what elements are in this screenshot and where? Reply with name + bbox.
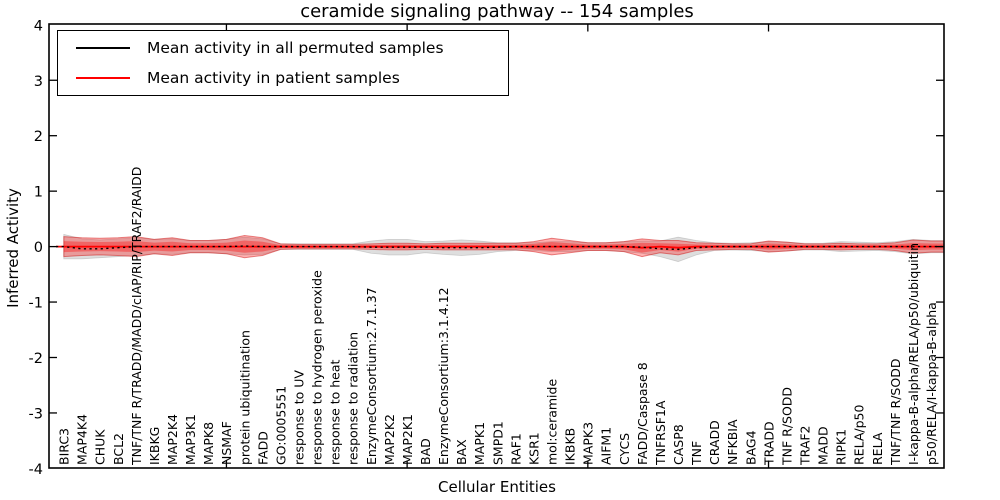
x-tick-label: BIRC3 (57, 428, 72, 465)
y-tick-label: 4 (34, 18, 43, 34)
x-tick-label: NFKBIA (725, 419, 740, 465)
x-tick-label: CHUK (93, 429, 108, 465)
x-tick-label: p50/RELA/I-kappa-B-alpha (924, 302, 939, 465)
y-tick-label: -4 (29, 462, 43, 478)
x-tick-label: CRADD (707, 420, 722, 465)
x-tick-label: BAG4 (743, 430, 758, 465)
x-tick-label: CYCS (617, 433, 632, 465)
y-tick-label: -2 (29, 351, 43, 367)
x-tick-label: TRADD (761, 421, 776, 466)
y-tick-label: -3 (29, 406, 43, 422)
x-tick-label: MAP3K1 (183, 414, 198, 465)
x-tick-label: GO:0005551 (273, 386, 288, 465)
x-tick-label: CASP8 (671, 424, 686, 465)
x-tick-label: EnzymeConsortium:3.1.4.12 (436, 287, 451, 465)
x-tick-label: BAD (418, 438, 433, 465)
legend-item-patient: Mean activity in patient samples (58, 64, 508, 92)
x-tick-label: TRAF2 (797, 425, 812, 466)
x-tick-label: MAP2K4 (165, 414, 180, 465)
y-tick-label: 1 (34, 185, 43, 201)
x-tick-label: response to heat (328, 359, 343, 465)
y-tick-label: 2 (34, 129, 43, 145)
x-tick-label: SMPD1 (490, 421, 505, 465)
legend: Mean activity in all permuted samples Me… (57, 30, 509, 96)
x-tick-label: IKBKB (563, 428, 578, 465)
x-tick-label: NSMAF (219, 421, 234, 465)
x-tick-label: TNF/TNF R/SODD (888, 359, 903, 466)
y-tick-label: 0 (34, 240, 43, 256)
x-tick-label: KSR1 (526, 432, 541, 465)
x-tick-label: RELA (870, 432, 885, 465)
permuted-line-swatch-icon (76, 46, 130, 49)
x-tick-label: MAPK8 (201, 422, 216, 465)
x-axis-label: Cellular Entities (438, 478, 556, 496)
x-tick-label: MAP2K2 (382, 414, 397, 465)
legend-label: Mean activity in patient samples (147, 69, 400, 88)
permuted-mean-line (56, 245, 944, 251)
x-tick-label: response to UV (292, 370, 307, 465)
x-tick-label: MAP4K4 (75, 414, 90, 465)
x-tick-label: AIFM1 (599, 427, 614, 465)
x-tick-label: RAF1 (508, 433, 523, 465)
x-tick-label: MAPK3 (581, 422, 596, 465)
x-tick-label: FADD (255, 431, 270, 465)
legend-item-permuted: Mean activity in all permuted samples (58, 34, 508, 62)
x-tick-label: MAP2K1 (400, 414, 415, 465)
y-axis-label: Inferred Activity (4, 188, 22, 308)
chart-title: ceramide signaling pathway -- 154 sample… (300, 1, 694, 22)
x-tick-label: BCL2 (111, 433, 126, 465)
x-tick-label: response to radiation (346, 332, 361, 465)
y-tick-label: 3 (34, 74, 43, 90)
x-tick-label: I-kappa-B-alpha/RELA/p50/ubiquitin (906, 243, 921, 465)
x-tick-label: FADD/Caspase 8 (635, 362, 650, 465)
x-tick-label: TNFRSF1A (653, 400, 668, 466)
y-tick-label: -1 (29, 296, 43, 312)
x-tick-label: RIPK1 (834, 429, 849, 465)
patient-line-swatch-icon (76, 77, 130, 80)
x-tick-label: mol:ceramide (544, 379, 559, 465)
x-tick-label: MADD (816, 426, 831, 465)
x-tick-label: TNF/TNF R/TRADD/MADD/cIAP/RIP/TRAF2/RAID… (129, 167, 144, 466)
x-tick-label: TNF (689, 441, 704, 466)
x-tick-label: MAPK1 (472, 422, 487, 465)
x-tick-label: RELA/p50 (852, 405, 867, 465)
x-tick-label: EnzymeConsortium:2.7.1.37 (364, 287, 379, 465)
x-tick-label: protein ubiquitination (237, 330, 252, 465)
x-tick-label: TNF R/SODD (779, 387, 794, 466)
x-tick-label: response to hydrogen peroxide (310, 270, 325, 465)
legend-label: Mean activity in all permuted samples (147, 38, 444, 57)
x-tick-label: BAX (454, 439, 469, 465)
x-tick-label: IKBKG (147, 427, 162, 465)
